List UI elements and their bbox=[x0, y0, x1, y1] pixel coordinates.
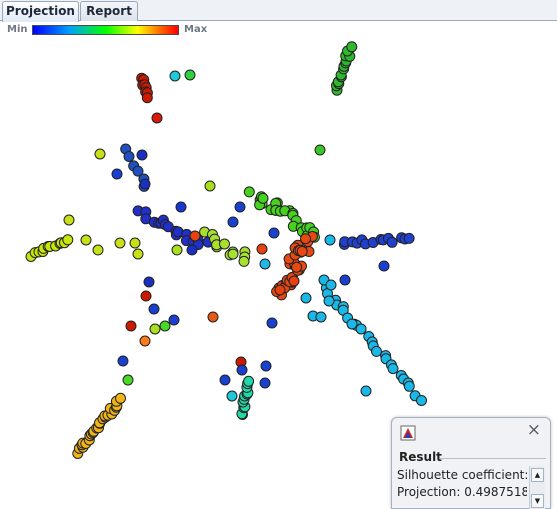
close-icon[interactable]: × bbox=[526, 420, 541, 440]
scatter-point[interactable] bbox=[323, 295, 335, 307]
scatter-point[interactable] bbox=[129, 237, 141, 249]
projection-scatter-plot[interactable] bbox=[0, 38, 557, 509]
scatter-point[interactable] bbox=[175, 201, 187, 213]
scatter-point[interactable] bbox=[291, 261, 303, 273]
result-text-area[interactable]: Silhouette coefficient: Projection: 0.49… bbox=[397, 467, 527, 509]
scatter-point[interactable] bbox=[296, 245, 308, 257]
scatter-point[interactable] bbox=[171, 244, 183, 256]
scatter-point[interactable] bbox=[339, 274, 351, 286]
result-group-label: Result bbox=[399, 450, 442, 464]
scatter-point[interactable] bbox=[315, 311, 327, 323]
group-divider bbox=[440, 458, 546, 459]
scatter-point[interactable] bbox=[151, 112, 163, 124]
scatter-point[interactable] bbox=[314, 144, 326, 156]
scatter-point[interactable] bbox=[300, 233, 311, 245]
scatter-point[interactable] bbox=[257, 192, 269, 204]
scatter-point[interactable] bbox=[325, 279, 337, 291]
scatter-point[interactable] bbox=[132, 165, 144, 177]
scatter-point[interactable] bbox=[259, 377, 271, 389]
color-legend: Min Max bbox=[0, 22, 557, 38]
legend-gradient-bar bbox=[32, 25, 179, 35]
scatter-point[interactable] bbox=[360, 385, 372, 397]
scatter-point[interactable] bbox=[288, 275, 300, 287]
tab-report[interactable]: Report bbox=[80, 1, 138, 21]
tab-bar: Projection Report bbox=[0, 0, 557, 22]
scatter-point[interactable] bbox=[117, 355, 129, 367]
scatter-point[interactable] bbox=[243, 186, 255, 198]
scatter-point[interactable] bbox=[416, 395, 427, 406]
scatter-point[interactable] bbox=[238, 255, 250, 267]
scatter-point[interactable] bbox=[62, 234, 74, 246]
result-line-silhouette: Silhouette coefficient: bbox=[397, 468, 527, 482]
scatter-point[interactable] bbox=[184, 69, 196, 81]
result-line-projection: Projection: 0.4987518 bbox=[397, 485, 527, 499]
scatter-point[interactable] bbox=[266, 317, 278, 329]
scatter-point[interactable] bbox=[236, 364, 248, 376]
scatter-point[interactable] bbox=[386, 236, 398, 248]
result-line-extra: -- bbox=[397, 502, 406, 509]
scatter-point[interactable] bbox=[219, 238, 230, 250]
app-logo-icon bbox=[400, 425, 416, 441]
scatter-point[interactable] bbox=[274, 284, 286, 296]
scatter-point[interactable] bbox=[207, 311, 219, 323]
scatter-point[interactable] bbox=[387, 363, 399, 375]
scatter-point[interactable] bbox=[115, 392, 126, 404]
scatter-point[interactable] bbox=[80, 234, 92, 246]
scatter-point[interactable] bbox=[114, 237, 126, 249]
scatter-point[interactable] bbox=[219, 374, 231, 386]
scatter-point[interactable] bbox=[403, 380, 415, 392]
result-scrollbar[interactable]: ▲ ▼ bbox=[529, 466, 545, 509]
scatter-point[interactable] bbox=[139, 178, 151, 190]
scatter-point[interactable] bbox=[168, 314, 180, 326]
scatter-point[interactable] bbox=[132, 248, 144, 260]
scatter-point[interactable] bbox=[346, 318, 358, 330]
scatter-point[interactable] bbox=[227, 248, 239, 260]
scatter-point[interactable] bbox=[92, 244, 104, 256]
scatter-point[interactable] bbox=[139, 335, 151, 347]
scatter-point[interactable] bbox=[346, 41, 358, 53]
scatter-point[interactable] bbox=[371, 345, 382, 357]
scatter-point[interactable] bbox=[234, 201, 246, 213]
scatter-point[interactable] bbox=[403, 232, 415, 244]
scatter-point[interactable] bbox=[226, 390, 238, 402]
tab-projection[interactable]: Projection bbox=[2, 1, 79, 22]
scatter-point[interactable] bbox=[159, 320, 171, 332]
result-panel: × Result Silhouette coefficient: Project… bbox=[391, 417, 551, 509]
scatter-point[interactable] bbox=[204, 180, 216, 192]
scatter-point[interactable] bbox=[143, 276, 155, 288]
legend-max-label: Max bbox=[184, 24, 208, 35]
scatter-point[interactable] bbox=[256, 243, 268, 255]
scatter-point[interactable] bbox=[227, 216, 239, 228]
scatter-point[interactable] bbox=[125, 320, 137, 332]
scatter-point[interactable] bbox=[122, 374, 134, 386]
scatter-point[interactable] bbox=[324, 234, 336, 246]
scroll-up-arrow-icon[interactable]: ▲ bbox=[531, 468, 544, 482]
scroll-down-arrow-icon[interactable]: ▼ bbox=[531, 494, 544, 508]
scatter-point[interactable] bbox=[268, 227, 280, 239]
scatter-point[interactable] bbox=[259, 258, 271, 270]
scatter-point[interactable] bbox=[189, 230, 201, 242]
scatter-point[interactable] bbox=[260, 360, 272, 372]
scatter-point[interactable] bbox=[149, 323, 161, 335]
scatter-point[interactable] bbox=[169, 70, 181, 82]
legend-min-label: Min bbox=[7, 24, 28, 35]
scatter-point[interactable] bbox=[355, 323, 367, 335]
scatter-point[interactable] bbox=[94, 148, 106, 160]
scatter-point[interactable] bbox=[111, 168, 123, 180]
scatter-point[interactable] bbox=[243, 375, 255, 387]
scatter-point[interactable] bbox=[136, 149, 148, 161]
scatter-point[interactable] bbox=[186, 244, 198, 256]
scatter-point[interactable] bbox=[378, 260, 390, 272]
scatter-point[interactable] bbox=[63, 214, 75, 226]
scatter-point[interactable] bbox=[300, 292, 312, 304]
scatter-point[interactable] bbox=[123, 151, 135, 162]
scatter-point[interactable] bbox=[148, 303, 160, 315]
scatter-point[interactable] bbox=[140, 290, 152, 302]
scatter-point[interactable] bbox=[141, 92, 153, 104]
